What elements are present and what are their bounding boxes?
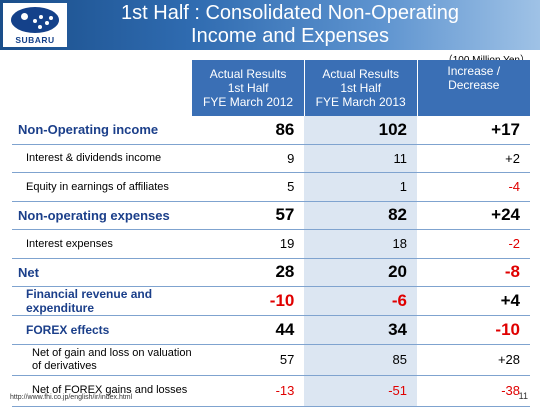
title-line-1: 1st Half : Consolidated Non-Operating xyxy=(121,2,459,24)
table-row: Non-Operating income 86 102 +17 xyxy=(12,116,530,145)
value-fye2012: 19 xyxy=(191,229,305,259)
column-header-line: Increase / xyxy=(447,64,501,78)
value-fye2012: 5 xyxy=(191,172,305,202)
value-fye2012: 86 xyxy=(191,116,305,145)
footer-url-link[interactable]: http://www.fhi.co.jp/english/ir/index.ht… xyxy=(10,394,133,401)
title-bar: SUBARU 1st Half : Consolidated Non-Opera… xyxy=(0,0,540,50)
column-header-change: Increase / Decrease xyxy=(416,60,530,116)
table-row: Net 28 20 -8 xyxy=(12,258,530,287)
title-line-2: Income and Expenses xyxy=(191,25,389,47)
value-fye2013: 82 xyxy=(304,201,417,230)
value-fye2013: 102 xyxy=(304,116,417,145)
table-row: Financial revenue and expenditure -10 -6… xyxy=(12,286,530,316)
value-fye2012: 57 xyxy=(191,201,305,230)
row-label: Net of gain and loss on valuation of der… xyxy=(12,344,192,376)
row-label: Interest & dividends income xyxy=(12,144,192,173)
column-header-line: 1st Half xyxy=(340,81,382,95)
value-fye2012: -13 xyxy=(191,375,305,407)
row-label: FOREX effects xyxy=(12,315,192,345)
value-change: -8 xyxy=(417,258,530,287)
value-change: +2 xyxy=(417,144,530,173)
page-title: 1st Half : Consolidated Non-Operating In… xyxy=(90,2,490,48)
row-label: Net of FOREX gains and losses xyxy=(12,375,192,407)
header-blank-cell xyxy=(12,60,192,116)
column-header-line: Actual Results xyxy=(322,67,400,81)
value-fye2013: 18 xyxy=(304,229,417,259)
value-change: +4 xyxy=(417,286,530,316)
table-row: Non-operating expenses 57 82 +24 xyxy=(12,201,530,230)
value-fye2013: 85 xyxy=(304,344,417,376)
value-fye2013: 1 xyxy=(304,172,417,202)
column-header-fye2013: Actual Results 1st Half FYE March 2013 xyxy=(303,60,417,116)
value-change: -4 xyxy=(417,172,530,202)
value-change: +17 xyxy=(417,116,530,145)
table-row: Net of gain and loss on valuation of der… xyxy=(12,344,530,376)
value-fye2012: -10 xyxy=(191,286,305,316)
value-fye2013: -51 xyxy=(304,375,417,407)
table-row: Interest & dividends income 9 11 +2 xyxy=(12,144,530,173)
column-header-line: Decrease xyxy=(448,78,500,92)
value-fye2013: -6 xyxy=(304,286,417,316)
row-label: Equity in earnings of affiliates xyxy=(12,172,192,202)
value-fye2013: 20 xyxy=(304,258,417,287)
value-change: -2 xyxy=(417,229,530,259)
table-row: FOREX effects 44 34 -10 xyxy=(12,315,530,345)
value-change: -38 xyxy=(417,375,530,407)
value-change: +24 xyxy=(417,201,530,230)
table-row: Equity in earnings of affiliates 5 1 -4 xyxy=(12,172,530,202)
row-label: Net xyxy=(12,258,192,287)
value-fye2012: 57 xyxy=(191,344,305,376)
table-row: Net of FOREX gains and losses -13 -51 -3… xyxy=(12,375,530,407)
value-fye2012: 9 xyxy=(191,144,305,173)
column-header-line: 1st Half xyxy=(227,81,269,95)
column-header-fye2012: Actual Results 1st Half FYE March 2012 xyxy=(191,60,305,116)
table-header-row: Actual Results 1st Half FYE March 2012 A… xyxy=(12,60,530,116)
results-table: Actual Results 1st Half FYE March 2012 A… xyxy=(12,60,530,407)
column-header-line: Actual Results xyxy=(209,67,287,81)
value-change: -10 xyxy=(417,315,530,345)
row-label: Interest expenses xyxy=(12,229,192,259)
value-fye2013: 11 xyxy=(304,144,417,173)
value-change: +28 xyxy=(417,344,530,376)
row-label: Non-Operating income xyxy=(12,116,192,145)
table-row: Interest expenses 19 18 -2 xyxy=(12,229,530,259)
value-fye2013: 34 xyxy=(304,315,417,345)
column-header-line: FYE March 2012 xyxy=(203,95,294,109)
column-header-line: FYE March 2013 xyxy=(315,95,406,109)
value-fye2012: 28 xyxy=(191,258,305,287)
value-fye2012: 44 xyxy=(191,315,305,345)
row-label: Financial revenue and expenditure xyxy=(12,286,192,316)
row-label: Non-operating expenses xyxy=(12,201,192,230)
subaru-logo: SUBARU xyxy=(3,3,67,47)
logo-text: SUBARU xyxy=(15,35,55,45)
page-number: 11 xyxy=(518,391,528,401)
pleiades-star-icon xyxy=(11,7,59,33)
